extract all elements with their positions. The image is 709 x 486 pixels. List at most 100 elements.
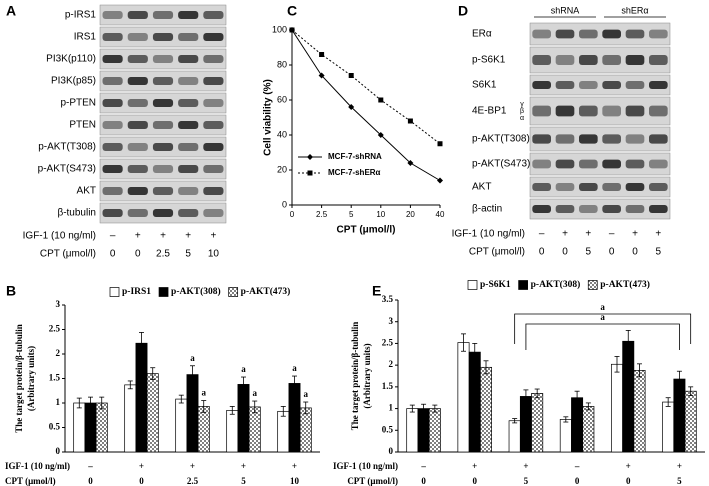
x-tick-label: 2.5: [316, 210, 328, 219]
blot-band: [532, 159, 551, 169]
blot-label: p-AKT(S473): [38, 164, 96, 175]
condition-value: –: [539, 229, 545, 240]
error-bar: [432, 404, 438, 413]
row-label: CPT (μmol/l): [5, 476, 56, 486]
error-bar: [292, 375, 297, 392]
condition-value: 5: [656, 247, 662, 258]
condition-value: 2.5: [156, 249, 170, 260]
blot-band: [178, 143, 199, 151]
row-value: +: [472, 461, 477, 471]
isoform-label: β: [520, 108, 524, 115]
y-axis-label: The target protein/β-tubulin: [14, 324, 24, 433]
isoform-label: γ: [520, 101, 524, 108]
blot-band: [555, 54, 575, 66]
condition-value: 0: [135, 249, 141, 260]
blot-strip: [99, 48, 227, 70]
blot-band: [555, 183, 575, 191]
blot-band: [102, 165, 123, 173]
blot-strip: [529, 74, 671, 96]
blot-band: [203, 165, 224, 173]
bar: [531, 393, 544, 453]
row-value: +: [139, 461, 144, 471]
y-tick-label: 2: [389, 359, 394, 369]
y-axis-label: The target protein/β-tubulin: [350, 322, 360, 431]
blot-band: [555, 29, 575, 39]
blot-band: [102, 33, 123, 41]
blot-band: [127, 121, 148, 129]
y-tick-label: 2.5: [382, 337, 394, 347]
annotation: a: [201, 388, 206, 398]
row-value: 0: [139, 476, 144, 486]
blot-band: [625, 159, 645, 169]
legend-label: p-IRS1: [122, 287, 151, 297]
error-bar: [127, 380, 133, 390]
blot-band: [625, 29, 645, 39]
blot-band: [579, 159, 598, 169]
bar: [299, 407, 312, 453]
marker: [348, 104, 355, 110]
condition-value: +: [210, 231, 216, 242]
condition-label: IGF-1 (10 ng/ml): [23, 231, 96, 242]
legend-label: p-AKT(473): [241, 286, 291, 297]
blot-strip: [529, 126, 671, 152]
x-tick-label: 0: [290, 210, 295, 219]
blot-strip: [529, 176, 671, 198]
bar: [135, 342, 148, 453]
y-tick-label: 80: [277, 59, 287, 69]
y-axis-label: (Arbitrary units): [362, 343, 372, 408]
condition-value: 5: [586, 247, 592, 258]
bar: [124, 384, 137, 453]
blot-band: [579, 29, 598, 39]
error-bar: [201, 400, 207, 413]
blot-label: p-AKT(S473): [472, 159, 530, 170]
marker: [289, 27, 295, 33]
bar: [197, 406, 210, 453]
legend-swatch: [228, 287, 239, 297]
error-bar: [472, 343, 478, 362]
y-tick-label: 1.5: [49, 373, 61, 383]
blot-band: [102, 209, 123, 217]
legend-marker: [307, 170, 313, 176]
panel-letter: D: [458, 3, 468, 19]
y-tick-label: 3.5: [382, 294, 394, 304]
blot-band: [203, 121, 224, 129]
blot-label: 4E-BP1: [472, 106, 507, 117]
legend-label: p-S6K1: [480, 280, 511, 290]
error-bar: [665, 397, 671, 407]
blot-label: AKT: [77, 186, 96, 197]
error-bar: [303, 401, 309, 415]
condition-value: 10: [208, 249, 220, 260]
group-label: shRNA: [551, 5, 580, 15]
blot-band: [203, 77, 224, 85]
blot-band: [602, 29, 621, 39]
legend-label: p-AKT(473): [600, 279, 650, 290]
bar: [519, 396, 532, 453]
panel-letter: E: [372, 283, 381, 299]
blot-band: [178, 121, 199, 129]
condition-value: +: [562, 229, 568, 240]
legend-label: MCF-7-shERα: [328, 168, 381, 177]
condition-value: +: [135, 231, 141, 242]
row-value: –: [574, 461, 580, 471]
blot-band: [152, 187, 174, 195]
marker: [348, 73, 354, 78]
blot-band: [152, 121, 174, 129]
blot-strip: [529, 46, 671, 74]
blot-label: p-AKT(T308): [38, 142, 96, 153]
bar: [508, 420, 521, 453]
bar: [684, 390, 697, 453]
blot-band: [555, 105, 575, 117]
blot-band: [579, 105, 598, 117]
blot-band: [178, 33, 199, 41]
blot-band: [602, 54, 621, 66]
blot-band: [602, 105, 621, 117]
row-value: 2.5: [187, 476, 199, 486]
blot-band: [649, 183, 668, 191]
blot-label: AKT: [472, 182, 491, 193]
blot-band: [152, 165, 174, 173]
bar: [582, 406, 595, 453]
y-tick-label: 3: [56, 299, 61, 309]
blot-band: [579, 183, 598, 191]
bracket-label: a: [600, 302, 605, 312]
row-value: 0: [575, 476, 580, 486]
